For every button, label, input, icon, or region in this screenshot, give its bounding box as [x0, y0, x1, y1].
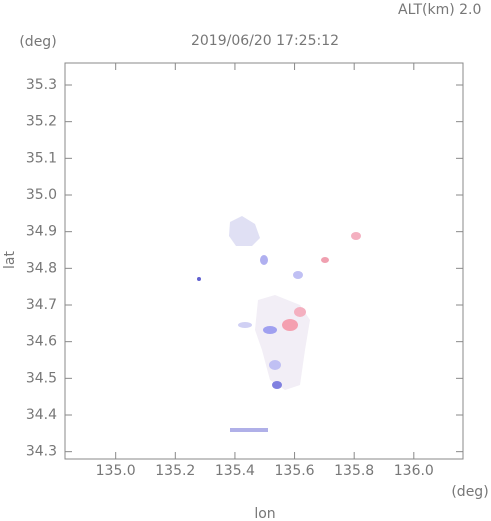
echo	[263, 326, 277, 334]
y-tick-label: 34.9	[26, 224, 57, 240]
chart-title: 2019/06/20 17:25:12	[191, 33, 339, 49]
x-tick-label: 135.0	[96, 463, 136, 479]
x-tick-label: 135.8	[334, 463, 374, 479]
y-tick-label: 35.2	[26, 114, 57, 130]
y-tick-label: 35.1	[26, 150, 57, 166]
y-tick-label: 34.5	[26, 370, 57, 386]
echo	[238, 322, 252, 328]
y-tick-label: 35.3	[26, 77, 57, 93]
x-unit: (deg)	[451, 484, 488, 500]
x-axis-label: lon	[254, 506, 275, 521]
y-tick-label: 34.7	[26, 297, 57, 313]
chart-subtitle: ALT(km) 2.0	[398, 2, 481, 18]
y-tick-label: 34.4	[26, 407, 57, 423]
echo	[229, 216, 260, 246]
echo	[293, 271, 303, 279]
x-tick-label: 135.4	[215, 463, 255, 479]
radar-echoes	[197, 216, 361, 432]
y-axis-label: lat	[2, 251, 18, 269]
echo	[230, 428, 268, 432]
x-tick-label: 135.2	[155, 463, 195, 479]
echo	[260, 255, 268, 265]
x-tick-label: 135.6	[275, 463, 315, 479]
echo	[255, 295, 310, 390]
y-tick-label: 35.0	[26, 187, 57, 203]
y-tick-label: 34.3	[26, 444, 57, 460]
echo	[272, 381, 282, 389]
y-tick-label: 34.6	[26, 334, 57, 350]
echo	[351, 232, 361, 240]
echo	[321, 257, 329, 263]
echo	[269, 360, 281, 370]
y-tick-label: 34.8	[26, 260, 57, 276]
echo	[294, 307, 306, 317]
plot-frame	[64, 62, 464, 460]
y-unit: (deg)	[19, 34, 56, 50]
x-tick-label: 136.0	[394, 463, 434, 479]
echo	[197, 277, 201, 281]
echo	[282, 319, 298, 331]
